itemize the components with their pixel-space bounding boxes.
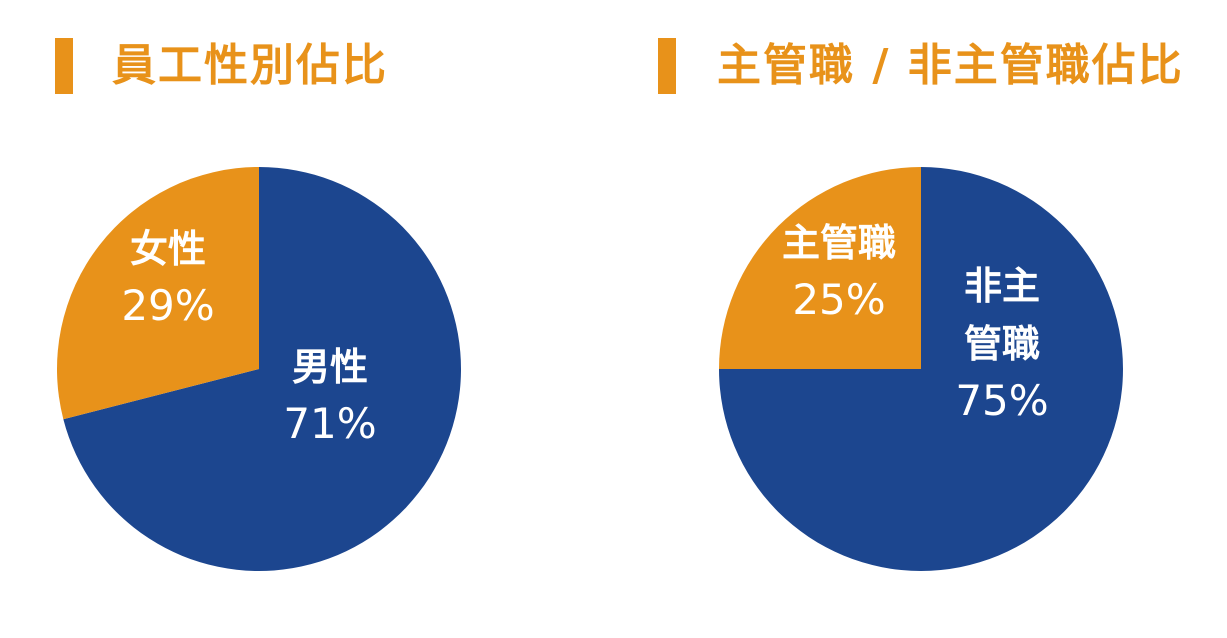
slice-percent-label: 75% xyxy=(955,376,1048,425)
gender-chart-panel: 員工性別佔比 男性 71% 女性 29% xyxy=(0,0,613,638)
title-accent-bar xyxy=(658,38,676,94)
slice-percent-label: 29% xyxy=(121,281,214,330)
slice-percent-label: 71% xyxy=(283,399,376,448)
slice-name-label: 管職 xyxy=(964,322,1040,366)
pie-slice xyxy=(63,167,462,572)
pie-slice xyxy=(719,167,921,369)
slice-name-label: 非主 xyxy=(964,264,1040,308)
gender-pie-chart: 男性 71% 女性 29% xyxy=(56,167,462,572)
slice-name-label: 男性 xyxy=(292,345,368,389)
manager-pie-chart: 非主管職 75% 主管職 25% xyxy=(719,167,1123,571)
slice-name-label: 主管職 xyxy=(782,221,896,265)
chart-title-gender: 員工性別佔比 xyxy=(112,40,388,91)
slice-name-label: 女性 xyxy=(130,227,206,271)
manager-chart-panel: 主管職 / 非主管職佔比 非主管職 75% 主管職 25% xyxy=(613,0,1227,638)
slice-percent-label: 25% xyxy=(792,275,885,324)
title-accent-bar xyxy=(55,38,73,94)
chart-title-manager: 主管職 / 非主管職佔比 xyxy=(717,40,1184,91)
pie-slice xyxy=(56,167,259,420)
